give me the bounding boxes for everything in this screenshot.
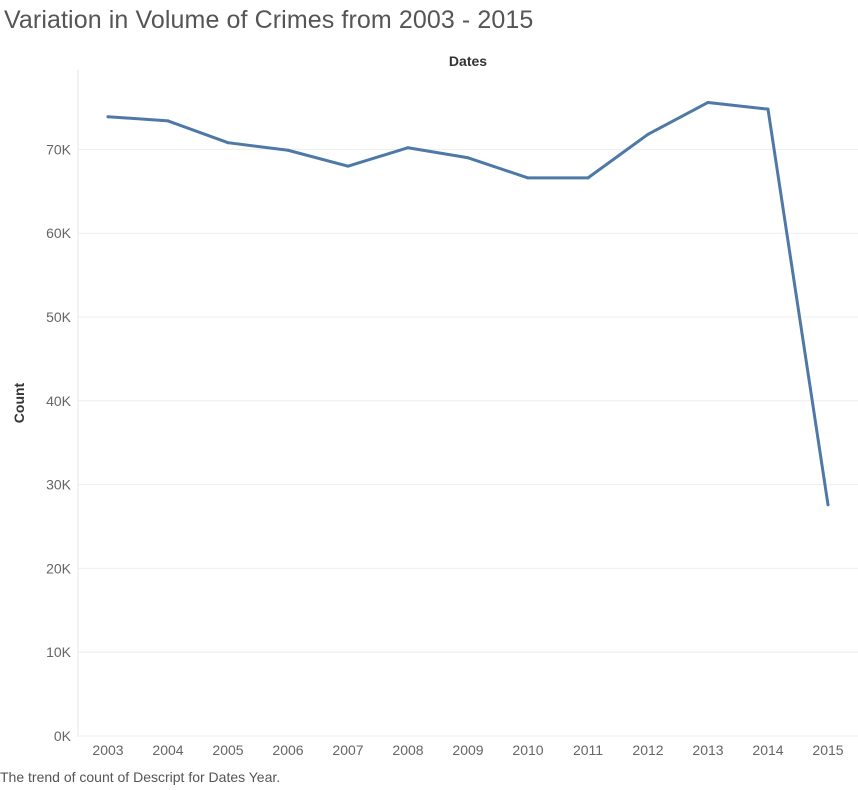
- x-axis-ticks: 2003 2004 2005 2006 2007 2008 2009 2010 2011 2012…: [92, 742, 843, 758]
- y-tick-label: 0K: [54, 728, 72, 744]
- y-tick-label: 10K: [46, 644, 72, 660]
- x-tick-label: 2009: [452, 742, 483, 758]
- data-point: [226, 141, 230, 145]
- x-axis-title: Dates: [449, 53, 487, 69]
- y-axis-title: Count: [11, 382, 27, 423]
- x-tick-label: 2007: [332, 742, 363, 758]
- x-tick-label: 2011: [573, 742, 603, 758]
- x-tick-label: 2006: [272, 742, 303, 758]
- x-tick-label: 2005: [212, 742, 243, 758]
- data-point: [706, 100, 710, 104]
- x-tick-label: 2015: [812, 742, 843, 758]
- y-tick-label: 20K: [46, 560, 72, 576]
- data-point: [406, 146, 410, 150]
- data-point: [286, 148, 290, 152]
- y-tick-label: 50K: [46, 309, 72, 325]
- x-tick-label: 2008: [392, 742, 423, 758]
- data-point: [646, 132, 650, 136]
- data-point: [106, 115, 110, 119]
- series-line: [106, 100, 830, 507]
- chart-caption: The trend of count of Descript for Dates…: [0, 769, 281, 785]
- y-axis-ticks: 0K 10K 20K 30K 40K 50K 60K 70K: [46, 141, 72, 744]
- y-tick-label: 70K: [46, 141, 72, 157]
- data-point: [826, 503, 830, 507]
- line-chart: 0K 10K 20K 30K 40K 50K 60K 70K 2003 2004 2005 2006…: [11, 53, 858, 758]
- x-tick-label: 2014: [752, 742, 783, 758]
- x-tick-label: 2003: [92, 742, 123, 758]
- data-point: [346, 164, 350, 168]
- x-tick-label: 2012: [632, 742, 663, 758]
- data-point: [766, 107, 770, 111]
- chart-title: Variation in Volume of Crimes from 2003 …: [4, 6, 534, 34]
- data-point: [526, 176, 530, 180]
- data-points: [106, 100, 830, 507]
- data-point: [466, 156, 470, 160]
- x-tick-label: 2010: [512, 742, 543, 758]
- data-point: [586, 176, 590, 180]
- y-tick-label: 30K: [46, 477, 72, 493]
- y-tick-label: 60K: [46, 225, 72, 241]
- x-tick-label: 2004: [152, 742, 183, 758]
- x-tick-label: 2013: [692, 742, 723, 758]
- y-tick-label: 40K: [46, 393, 72, 409]
- data-point: [166, 119, 170, 123]
- gridlines: [78, 148, 858, 737]
